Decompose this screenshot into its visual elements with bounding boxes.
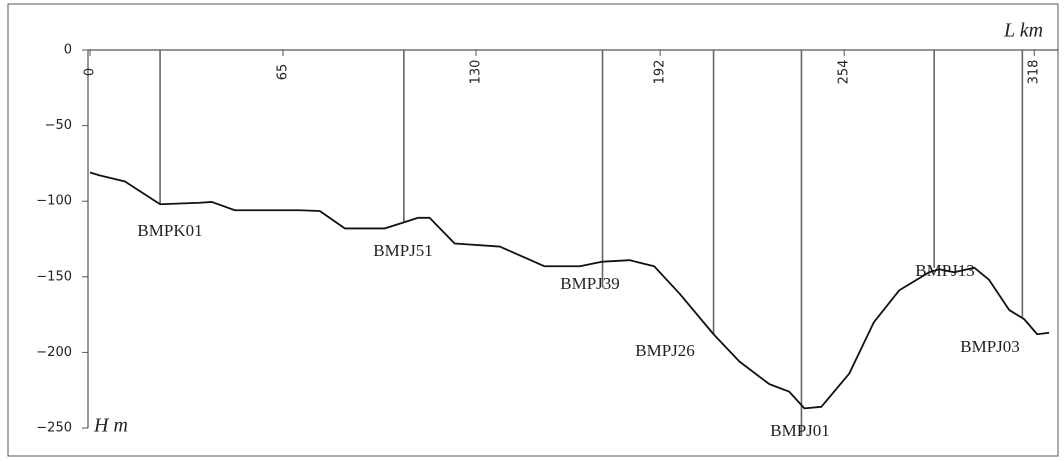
y-tick-label: −250 [36,421,72,436]
x-tick-label: 0 [83,68,98,76]
y-tick-label: −50 [45,118,72,133]
y-tick-label: −200 [36,345,72,360]
y-tick-label: −150 [36,269,72,284]
x-tick-label: 254 [837,60,852,85]
well-label: BMPJ01 [770,421,830,440]
frame [7,3,1059,457]
x-tick-label: 318 [1027,60,1042,85]
profile-line [89,171,1050,410]
y-tick-label: 0 [64,43,72,58]
y-axis-title: H m [93,415,128,437]
well-label: BMPJ51 [373,241,433,260]
well-label: BMPJ39 [560,274,620,293]
well-label: BMPJ26 [635,341,695,360]
x-tick-label: 192 [653,60,668,85]
well-label: BMPK01 [137,221,202,240]
y-tick-label: −100 [36,194,72,209]
x-tick-label: 65 [276,64,291,81]
x-tick-label: 130 [469,60,484,85]
x-axis-title: L km [1003,20,1043,42]
well-label: BMPJ03 [960,337,1020,356]
